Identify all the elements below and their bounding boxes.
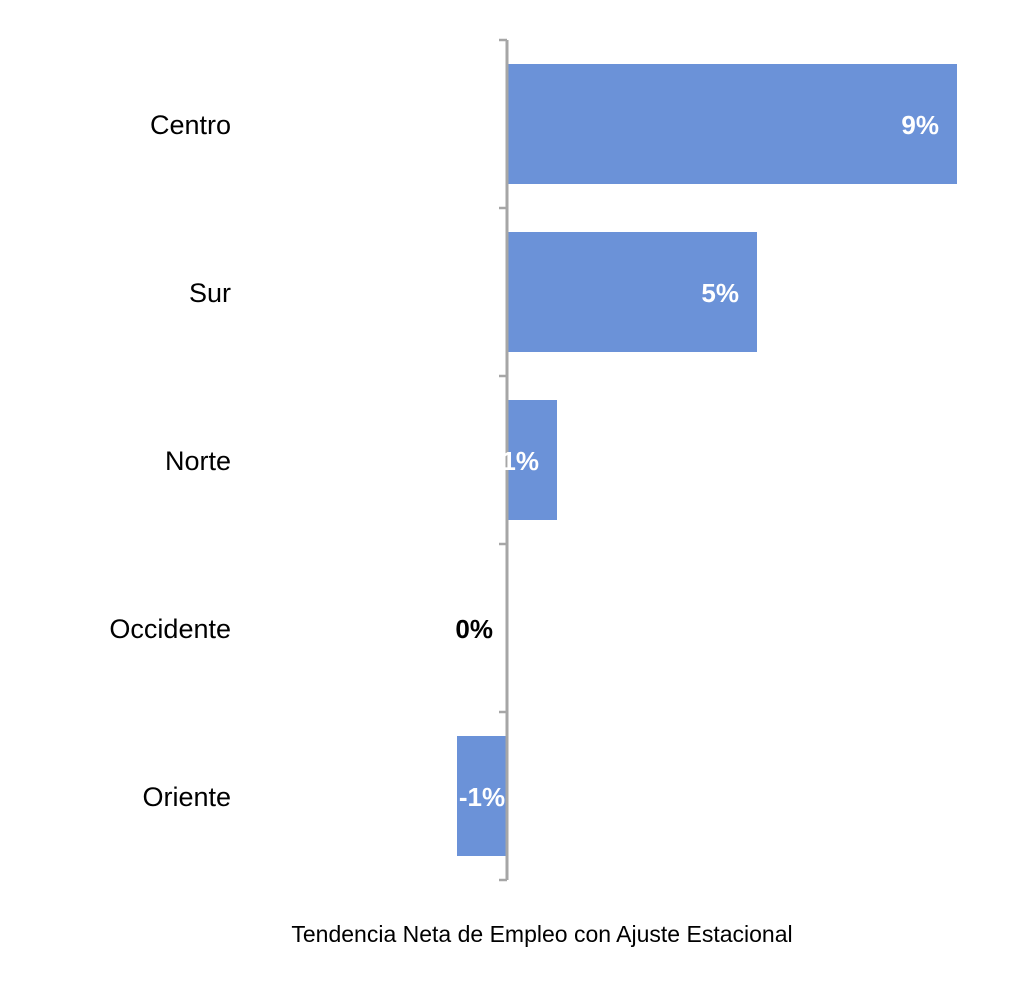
category-label-sur: Sur: [189, 278, 231, 308]
bar-sur: [507, 232, 757, 352]
data-label-occidente: 0%: [455, 614, 493, 644]
category-label-centro: Centro: [150, 110, 231, 140]
category-axis: [499, 38, 509, 882]
x-axis-title: Tendencia Neta de Empleo con Ajuste Esta…: [291, 921, 792, 947]
category-label-oriente: Oriente: [142, 782, 231, 812]
bar-oriente: [457, 736, 507, 856]
bars-group: [457, 64, 957, 856]
category-label-occidente: Occidente: [109, 614, 231, 644]
category-label-norte: Norte: [165, 446, 231, 476]
data-label-centro: 9%: [901, 110, 939, 140]
bar-norte: [507, 400, 557, 520]
bar-centro: [507, 64, 957, 184]
data-label-norte: 1%: [501, 446, 539, 476]
data-label-oriente: -1%: [459, 782, 505, 812]
labels-group: Centro 9% Sur 5% Norte 1% Occidente 0% Oriente -1…: [109, 110, 939, 812]
data-label-sur: 5%: [701, 278, 739, 308]
